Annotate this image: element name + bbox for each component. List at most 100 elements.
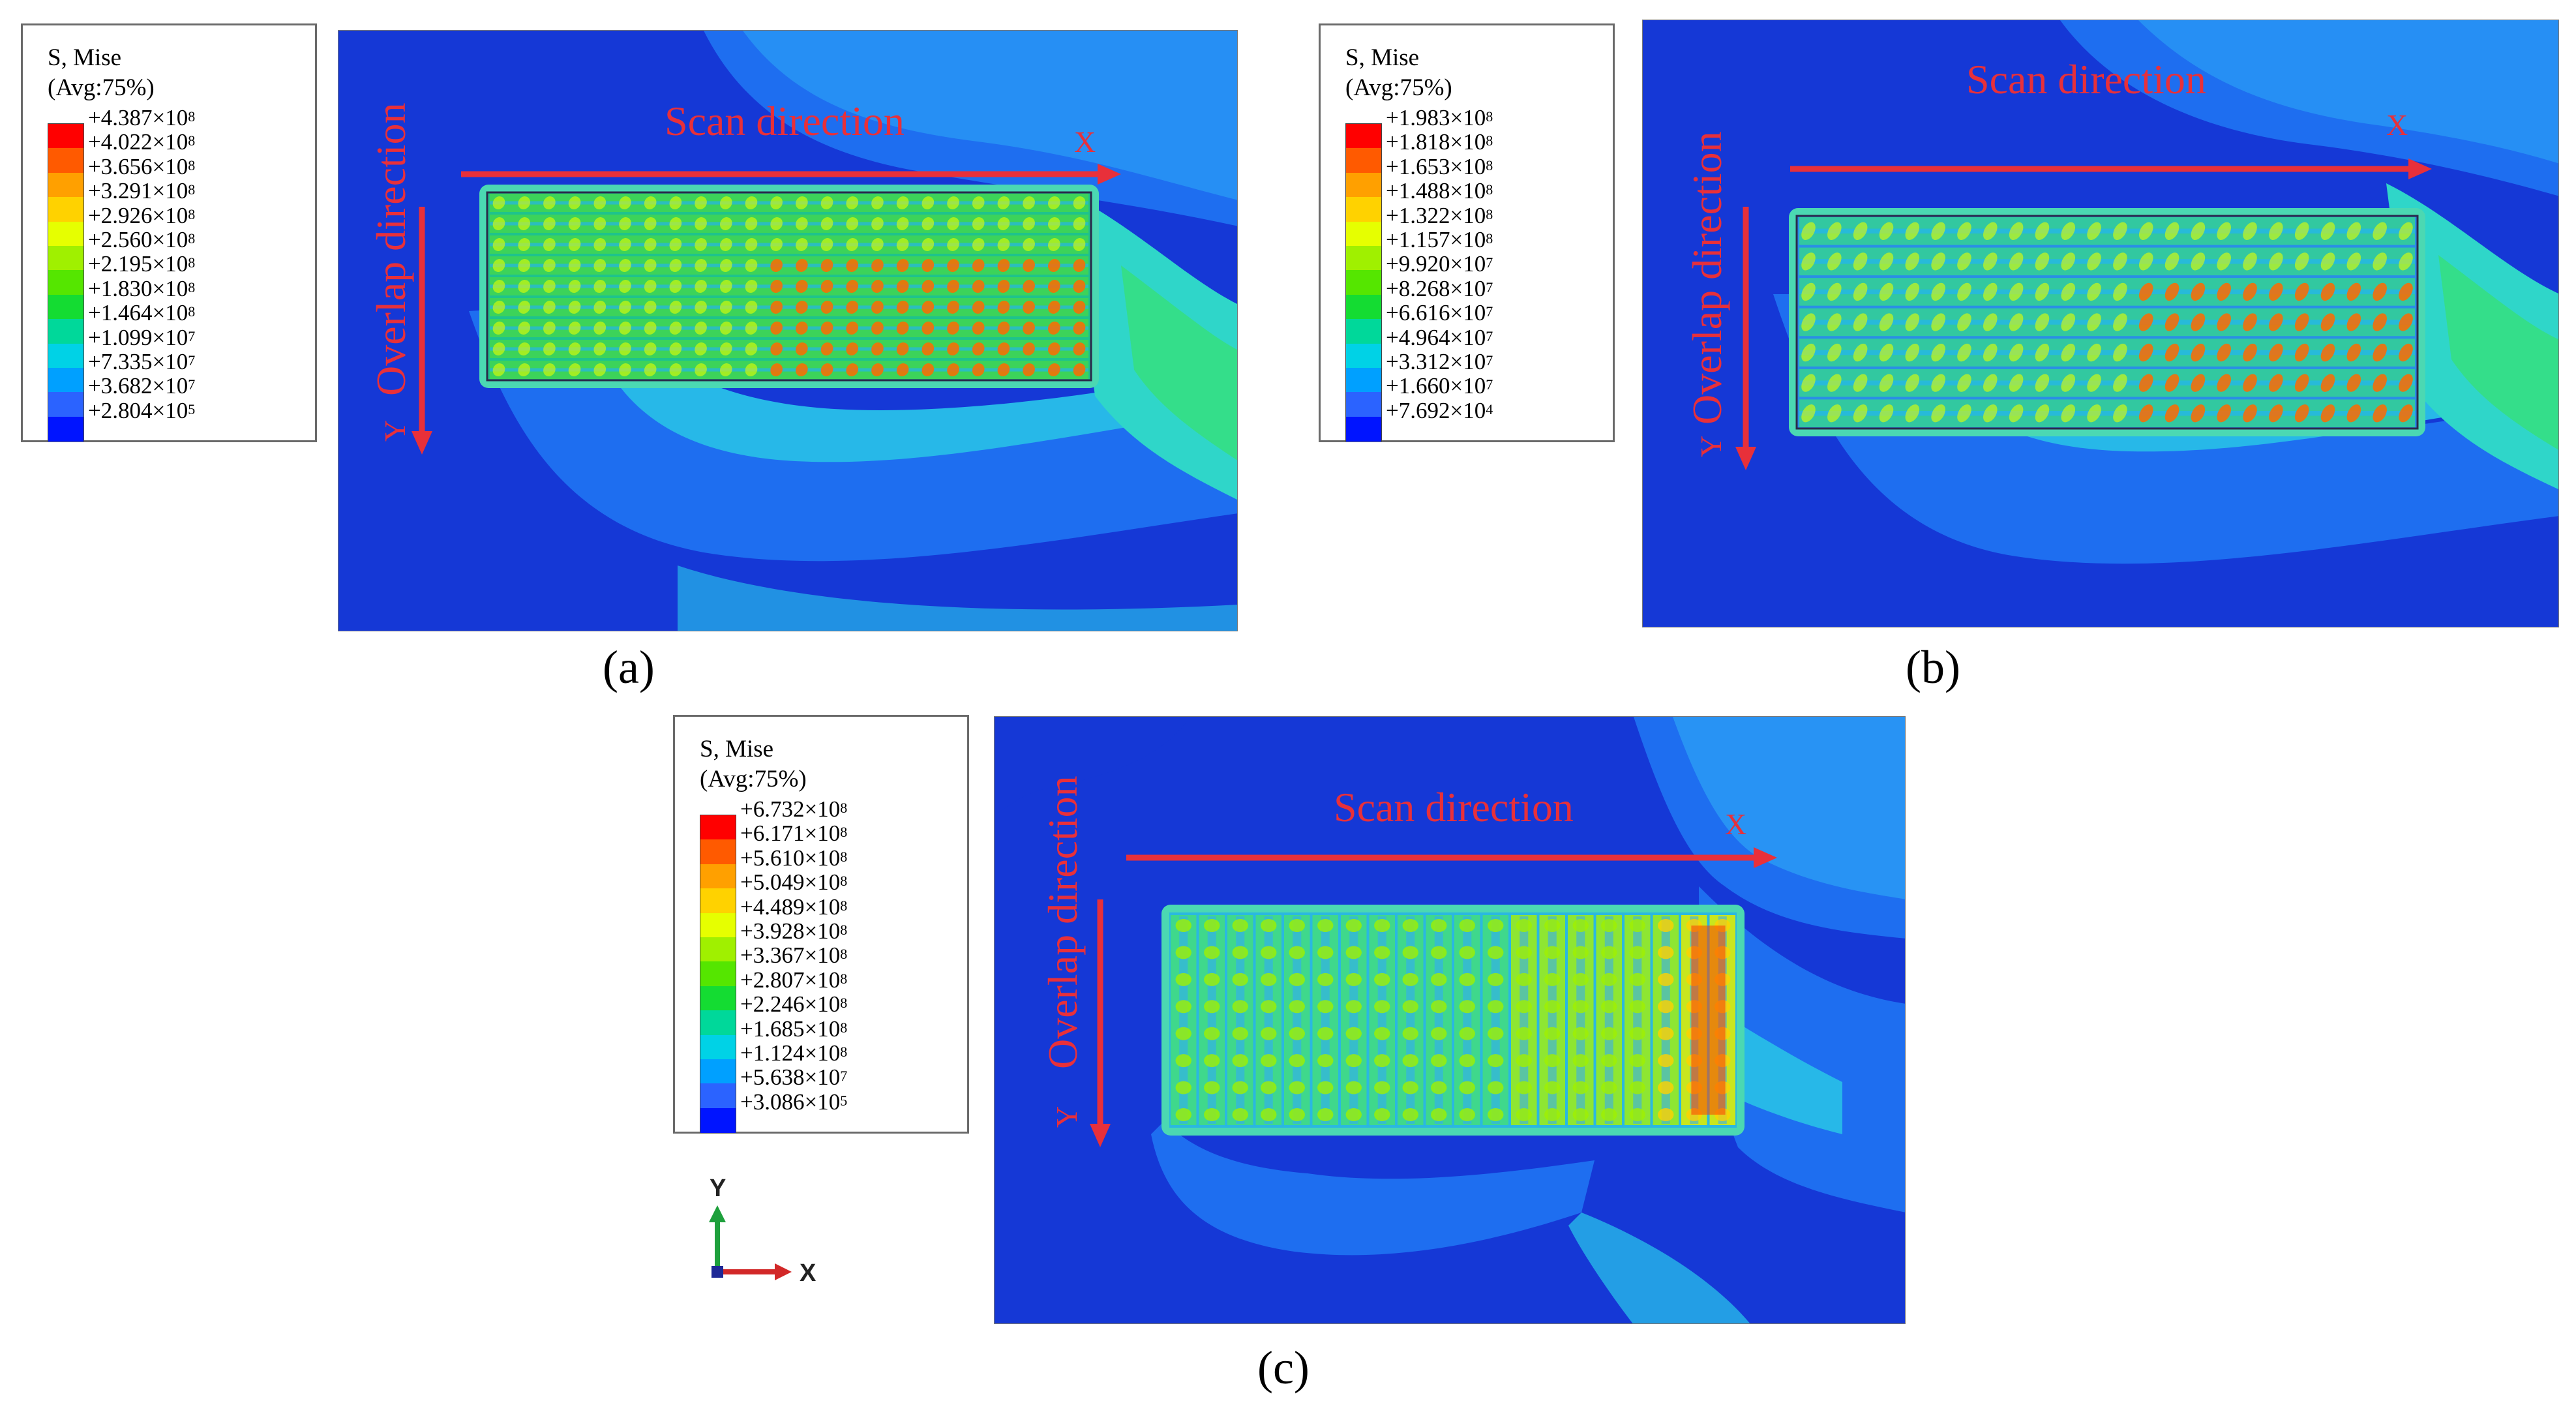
stress-hotspot [1601, 1027, 1617, 1040]
stress-hotspot [2346, 343, 2361, 362]
stress-hotspot [1374, 1027, 1390, 1040]
stress-hotspot [1629, 946, 1645, 959]
stress-hotspot [1983, 282, 1998, 301]
legend-swatch [700, 1059, 736, 1084]
legend-value-exponent: 7 [1486, 279, 1493, 295]
stress-hotspot [1905, 343, 1920, 362]
legend-swatch [1346, 319, 1381, 344]
legend-swatch [48, 392, 83, 417]
legend-b: S, Mise (Avg:75%) +1.983×108 +1.818×108 +1… [1319, 23, 1615, 442]
legend-value-exponent: 5 [188, 400, 196, 417]
stress-hotspot [1023, 259, 1035, 272]
legend-value: +1.818×108 [1386, 130, 1493, 154]
legend-value-mantissa: +2.246×10 [740, 991, 841, 1017]
legend-value-mantissa: +2.804×10 [88, 397, 188, 423]
stress-hotspot [1317, 946, 1334, 959]
stress-hotspot [745, 238, 758, 251]
stress-hotspot [2346, 252, 2361, 271]
stress-hotspot [619, 280, 631, 293]
legend-value-exponent: 7 [188, 352, 196, 369]
legend-value-exponent: 7 [188, 327, 196, 344]
stress-hotspot [1879, 252, 1894, 271]
stress-hotspot [1931, 222, 1945, 240]
track-valley [1799, 259, 2415, 264]
stress-hotspot [1459, 919, 1475, 932]
legend-value-exponent: 8 [1486, 157, 1493, 173]
stress-hotspot [1431, 946, 1447, 959]
stress-hotspot [518, 196, 531, 209]
stress-hotspot [972, 217, 985, 230]
legend-swatch [48, 246, 83, 271]
stress-hotspot [619, 196, 631, 209]
color-bar [48, 123, 84, 442]
track-valley [1377, 916, 1386, 1124]
stress-hotspot [997, 280, 1010, 293]
stress-hotspot [2061, 313, 2076, 331]
stress-hotspot [1801, 404, 1816, 423]
stress-hotspot [1289, 1081, 1305, 1094]
stress-hotspot [1957, 313, 1971, 331]
stress-hotspot [719, 238, 732, 251]
stress-hotspot [1983, 374, 1998, 392]
stress-hotspot [1957, 404, 1971, 423]
stress-hotspot [2061, 282, 2076, 301]
stress-hotspot [2399, 282, 2413, 301]
stress-hotspot [2217, 252, 2232, 271]
stress-hotspot [796, 280, 808, 293]
triad-origin [711, 1266, 723, 1278]
stress-hotspot [669, 238, 682, 251]
stress-hotspot [2087, 313, 2101, 331]
stress-hotspot [695, 196, 707, 209]
stress-hotspot [593, 196, 607, 209]
stress-hotspot [2294, 222, 2309, 240]
legend-value-exponent: 8 [188, 254, 196, 271]
legend-value: +8.268×107 [1386, 277, 1493, 301]
stress-hotspot [896, 259, 909, 272]
stress-hotspot [543, 363, 556, 376]
legend-value-exponent: 8 [840, 1044, 848, 1060]
stress-hotspot [1658, 919, 1674, 932]
stress-hotspot [2113, 374, 2127, 392]
legend-value: +3.656×108 [88, 155, 195, 179]
stress-hotspot [896, 301, 909, 314]
legend-value: +1.124×108 [740, 1042, 847, 1065]
stress-hotspot [972, 259, 985, 272]
stress-hotspot [1261, 1027, 1277, 1040]
stress-hotspot [543, 238, 556, 251]
stress-hotspot [2269, 374, 2283, 392]
stress-hotspot [1516, 1054, 1532, 1068]
stress-hotspot [2294, 374, 2309, 392]
stress-hotspot [1957, 282, 1971, 301]
stress-hotspot [1459, 946, 1475, 959]
stress-hotspot [1317, 1081, 1334, 1094]
stress-hotspot [820, 280, 833, 293]
stress-hotspot [1047, 342, 1060, 355]
scan-arrowhead [1754, 847, 1777, 868]
stress-hotspot [1629, 1000, 1645, 1014]
track-valley [1661, 916, 1670, 1124]
stress-hotspot [796, 342, 808, 355]
legend-swatch [48, 416, 83, 442]
stress-hotspot [2373, 404, 2387, 423]
track-valley [490, 326, 1088, 330]
stress-hotspot [543, 322, 556, 335]
stress-hotspot [2164, 343, 2179, 362]
stress-hotspot [1801, 252, 1816, 271]
stress-hotspot [2009, 374, 2024, 392]
stress-hotspot [619, 363, 631, 376]
stress-hotspot [1957, 374, 1971, 392]
legend-value: +1.464×108 [88, 301, 195, 325]
track-valley [1236, 916, 1245, 1124]
stress-hotspot [1431, 1000, 1447, 1014]
stress-hotspot [1261, 1000, 1277, 1014]
legend-value: +4.489×108 [740, 895, 847, 919]
stress-hotspot [568, 301, 581, 314]
stress-hotspot [1047, 280, 1060, 293]
stress-hotspot [669, 322, 682, 335]
stress-hotspot [593, 217, 607, 230]
stress-hotspot [1629, 919, 1645, 932]
stress-hotspot [2294, 404, 2309, 423]
stress-hotspot [2061, 343, 2076, 362]
stress-hotspot [2138, 252, 2153, 271]
stress-hotspot [2399, 313, 2413, 331]
